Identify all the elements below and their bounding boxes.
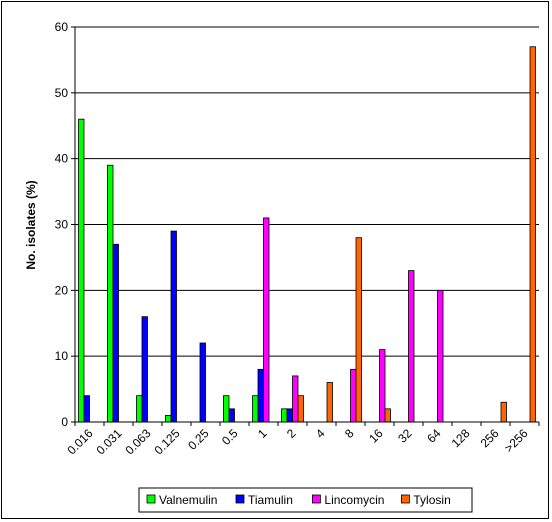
bar-valnemulin-0.125 bbox=[165, 415, 172, 423]
y-axis-title: No. isolates (%) bbox=[24, 180, 38, 269]
axes bbox=[71, 26, 540, 426]
bar-valnemulin-0.031 bbox=[107, 164, 114, 423]
bar-tylosin-16 bbox=[384, 408, 391, 423]
bar-lincomycin-8 bbox=[350, 368, 357, 423]
bar-tiamulin-0.5 bbox=[228, 408, 235, 423]
bar-tylosin-4 bbox=[326, 382, 333, 423]
bar-tiamulin-0.125 bbox=[170, 230, 177, 423]
bar-lincomycin-32 bbox=[408, 270, 415, 423]
y-tick-label: 0 bbox=[61, 415, 68, 429]
x-tick-label: >256 bbox=[502, 426, 531, 455]
x-tick-label: 16 bbox=[366, 426, 386, 446]
y-tick-label: 30 bbox=[55, 218, 69, 232]
x-tick-label: 0.016 bbox=[64, 426, 95, 457]
y-tick-label: 10 bbox=[55, 349, 69, 363]
bar-tylosin-2 bbox=[297, 395, 304, 423]
legend: Valnemulin Tiamulin Lincomycin Tylosin bbox=[138, 487, 473, 513]
bar-valnemulin-2 bbox=[281, 408, 288, 423]
bar-valnemulin-0.5 bbox=[223, 395, 230, 423]
bar-lincomycin-2 bbox=[292, 375, 299, 423]
x-tick-label: 8 bbox=[342, 426, 357, 441]
bar-valnemulin-1 bbox=[252, 395, 259, 423]
bar-tylosin->256 bbox=[529, 46, 536, 423]
legend-label-valnemulin: Valnemulin bbox=[159, 493, 217, 507]
y-tick-label: 60 bbox=[55, 20, 69, 34]
bar-tylosin-256 bbox=[500, 401, 507, 423]
y-tick-label: 50 bbox=[55, 86, 69, 100]
bar-tiamulin-0.016 bbox=[83, 395, 90, 423]
bar-tiamulin-0.031 bbox=[112, 243, 119, 423]
x-tick-label: 256 bbox=[478, 426, 502, 450]
legend-swatch-tylosin bbox=[400, 494, 410, 504]
x-tick-label: 32 bbox=[395, 426, 415, 446]
x-tick-label: 128 bbox=[449, 426, 473, 450]
y-tick-labels: 0 10 20 30 40 50 60 bbox=[55, 20, 69, 429]
x-tick-label: 0.031 bbox=[93, 426, 124, 457]
bar-tiamulin-0.25 bbox=[199, 342, 206, 423]
x-tick-label: 0.125 bbox=[151, 426, 182, 457]
gridlines bbox=[75, 26, 539, 357]
x-tick-label: 0.063 bbox=[122, 426, 153, 457]
bar-valnemulin-0.016 bbox=[78, 118, 85, 423]
x-tick-label: 0.5 bbox=[219, 426, 241, 448]
x-tick-label: 1 bbox=[255, 426, 270, 441]
bar-lincomycin-1 bbox=[263, 217, 270, 423]
bars bbox=[78, 46, 536, 423]
bar-lincomycin-64 bbox=[437, 289, 444, 423]
bar-tylosin-8 bbox=[355, 237, 362, 423]
x-tick-label: 4 bbox=[313, 426, 328, 441]
x-tick-label: 0.25 bbox=[185, 426, 212, 453]
legend-swatch-lincomycin bbox=[311, 494, 321, 504]
legend-label-lincomycin: Lincomycin bbox=[324, 493, 384, 507]
y-tick-label: 40 bbox=[55, 152, 69, 166]
bar-tiamulin-1 bbox=[257, 368, 264, 423]
legend-box bbox=[138, 487, 473, 513]
legend-swatch-valnemulin bbox=[146, 494, 156, 504]
y-tick-label: 20 bbox=[55, 283, 69, 297]
bar-tiamulin-0.063 bbox=[141, 316, 148, 423]
legend-swatch-tiamulin bbox=[235, 494, 245, 504]
legend-label-tiamulin: Tiamulin bbox=[248, 493, 293, 507]
x-tick-label: 2 bbox=[284, 426, 299, 441]
x-tick-label: 64 bbox=[424, 426, 444, 446]
bar-lincomycin-16 bbox=[379, 349, 386, 423]
bar-valnemulin-0.063 bbox=[136, 395, 143, 423]
bar-tiamulin-2 bbox=[286, 408, 293, 423]
legend-label-tylosin: Tylosin bbox=[413, 493, 450, 507]
